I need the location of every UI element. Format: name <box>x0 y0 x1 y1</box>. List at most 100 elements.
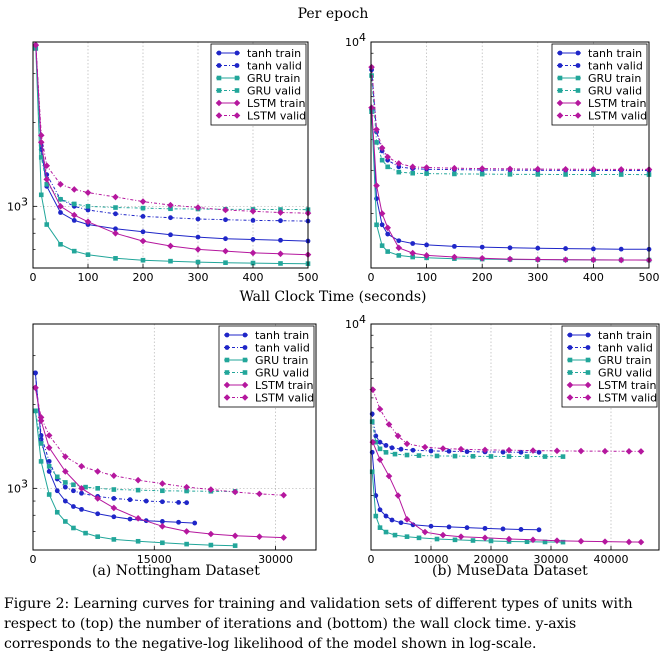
series-line-lstm-train <box>35 45 309 256</box>
data-point <box>518 449 524 455</box>
legend-entry: LSTM valid <box>588 109 647 122</box>
data-point <box>625 538 633 546</box>
data-point <box>78 485 85 492</box>
data-point <box>376 456 384 463</box>
plot-frame <box>32 41 309 269</box>
legend-box <box>551 43 648 126</box>
data-point <box>410 447 416 453</box>
legend-marker <box>242 345 248 350</box>
data-point <box>71 488 76 494</box>
data-point <box>618 246 624 252</box>
legend-marker <box>233 112 241 119</box>
data-point <box>84 189 92 196</box>
data-point <box>83 484 88 490</box>
y-tick-label-exponent: 3 <box>21 477 28 490</box>
data-point <box>71 217 77 223</box>
data-point <box>44 182 50 187</box>
series-line-gru-train <box>35 48 309 265</box>
data-point <box>506 165 514 173</box>
data-point <box>140 213 146 219</box>
data-point <box>396 169 402 175</box>
data-point <box>395 244 403 252</box>
legend-marker <box>223 381 231 389</box>
data-point <box>617 256 625 264</box>
data-point <box>389 517 395 523</box>
data-point <box>159 523 166 530</box>
data-point <box>85 252 91 257</box>
data-point <box>470 454 476 459</box>
data-point <box>439 445 447 452</box>
data-point <box>385 472 393 480</box>
data-point <box>529 447 537 454</box>
data-point <box>94 468 101 475</box>
data-point <box>434 536 440 542</box>
data-point <box>110 472 118 480</box>
data-point <box>44 222 50 227</box>
data-point <box>434 453 440 459</box>
legend-marker <box>557 88 563 93</box>
data-point <box>379 243 385 248</box>
data-point <box>563 172 568 177</box>
data-point <box>524 539 530 545</box>
legend-marker <box>575 75 581 81</box>
data-point <box>482 525 488 531</box>
legend-box <box>210 43 307 126</box>
data-point <box>140 257 146 263</box>
x-tick-label: 100 <box>416 271 437 284</box>
data-point <box>62 484 68 490</box>
data-point <box>392 532 398 538</box>
data-point <box>207 530 215 538</box>
x-tick-label: 0 <box>30 271 37 284</box>
legend-marker <box>585 332 591 338</box>
data-point <box>62 498 68 504</box>
data-point <box>625 448 633 455</box>
data-point <box>38 192 44 198</box>
data-point <box>43 176 51 183</box>
data-point <box>70 186 78 193</box>
x-tick-label: 200 <box>472 271 493 284</box>
data-point <box>37 417 45 425</box>
x-tick-label: 40000 <box>594 553 629 566</box>
data-point <box>421 528 429 536</box>
data-point <box>470 538 476 543</box>
data-point <box>529 536 537 544</box>
data-point <box>46 458 52 464</box>
legend-entry: GRU train <box>588 72 641 85</box>
x-tick-label: 500 <box>639 271 660 284</box>
legend-marker <box>216 63 222 68</box>
data-point <box>392 451 398 457</box>
legend-marker <box>567 370 573 375</box>
data-point <box>563 246 568 251</box>
data-point <box>231 532 239 540</box>
data-point <box>385 231 391 237</box>
data-point <box>38 441 44 446</box>
data-point <box>369 438 377 446</box>
data-point <box>385 164 390 170</box>
legend-marker <box>575 88 581 93</box>
legend-entry: tanh valid <box>255 341 310 354</box>
legend-marker <box>241 394 249 401</box>
data-point <box>373 182 380 189</box>
data-point <box>373 433 379 439</box>
series-line-tanh-train <box>34 372 195 524</box>
data-point <box>192 520 198 526</box>
data-point <box>536 527 542 533</box>
legend-entry: tanh train <box>588 47 642 60</box>
y-tick-label-exponent: 3 <box>21 195 28 208</box>
data-point <box>452 537 458 543</box>
data-point <box>500 449 506 455</box>
row-title-bottom: Wall Clock Time (seconds) <box>239 289 427 305</box>
data-point <box>424 171 429 176</box>
data-point <box>184 500 190 506</box>
data-point <box>404 452 410 458</box>
legend-marker <box>575 50 581 56</box>
y-tick-label-exponent: 4 <box>359 31 366 44</box>
data-point <box>85 204 91 209</box>
legend-entry: GRU valid <box>255 366 309 379</box>
data-point <box>394 432 402 440</box>
data-point <box>113 205 118 210</box>
data-point <box>452 243 457 249</box>
data-point <box>33 408 38 414</box>
